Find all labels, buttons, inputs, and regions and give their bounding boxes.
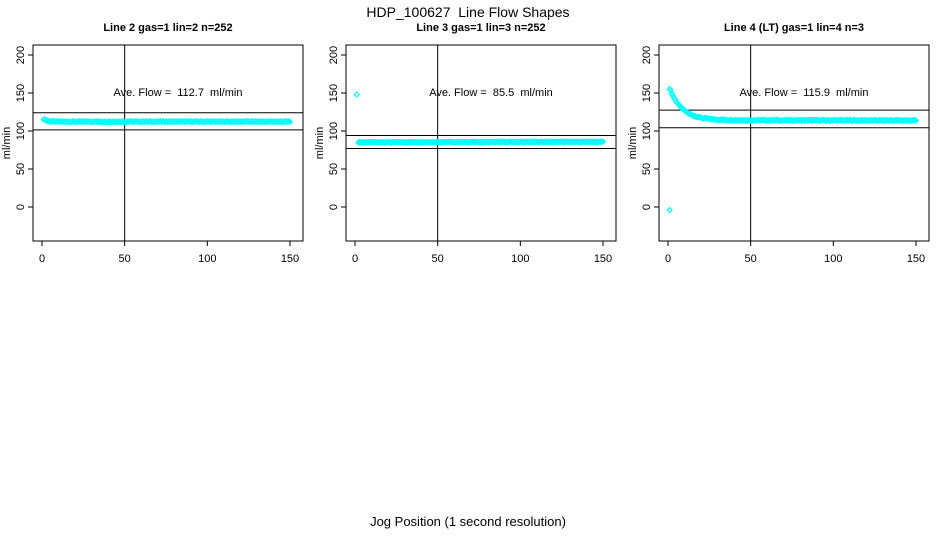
y-axis-tick-label: 0 [15, 204, 27, 210]
plot-box [658, 44, 930, 242]
y-axis-label: ml/min [1, 127, 13, 159]
panel-title: Line 2 gas=1 lin=2 n=252 [103, 22, 233, 34]
y-axis-tick-label: 50 [641, 163, 653, 175]
panel-line-4: Line 4 (LT) gas=1 lin=4 n=3 Ave. Flow = … [626, 20, 936, 273]
y-axis-label: ml/min [627, 127, 639, 159]
y-axis-tick-label: 100 [15, 122, 27, 140]
plot-area: 0 50 100 150 0 50 100 150 200 ml/min [314, 44, 617, 265]
x-axis-tick-label: 100 [511, 253, 529, 265]
x-axis-tick-label: 100 [198, 253, 216, 265]
panel-title: Line 3 gas=1 lin=3 n=252 [416, 22, 546, 34]
ave-flow-annotation: Ave. Flow = 112.7 ml/min [113, 87, 243, 99]
plot-box [345, 44, 617, 242]
y-axis-tick-label: 150 [328, 84, 340, 102]
plot-area: 0 50 100 150 0 50 100 150 200 ml/min [1, 44, 304, 265]
ave-flow-annotation: Ave. Flow = 85.5 ml/min [429, 87, 553, 99]
y-axis-tick-label: 200 [641, 46, 653, 64]
y-axis-tick-label: 0 [641, 204, 653, 210]
x-axis-tick-label: 150 [907, 253, 925, 265]
panel-line-3: Line 3 gas=1 lin=3 n=252 Ave. Flow = 85.… [313, 20, 626, 273]
ave-flow-annotation: Ave. Flow = 115.9 ml/min [739, 87, 869, 99]
y-axis-tick-label: 200 [15, 46, 27, 64]
x-axis-label: Jog Position (1 second resolution) [370, 514, 566, 529]
x-axis-tick-label: 0 [352, 253, 358, 265]
flow-data-points [40, 115, 294, 126]
plot-area: 0 50 100 150 0 50 100 150 200 ml/min [627, 44, 930, 265]
y-axis-tick-label: 100 [641, 122, 653, 140]
flow-data-points [353, 91, 607, 146]
y-axis-tick-label: 100 [328, 122, 340, 140]
flow-data-points [666, 85, 920, 214]
y-axis-tick-label: 50 [328, 163, 340, 175]
x-axis-tick-label: 150 [594, 253, 612, 265]
x-axis-tick-label: 50 [432, 253, 444, 265]
y-axis-tick-label: 150 [15, 84, 27, 102]
figure-title: HDP_100627 Line Flow Shapes [366, 4, 570, 20]
plot-box [32, 44, 304, 242]
x-axis-tick-label: 150 [281, 253, 299, 265]
y-axis-tick-label: 150 [641, 84, 653, 102]
x-axis-tick-label: 100 [824, 253, 842, 265]
y-axis-tick-label: 200 [328, 46, 340, 64]
y-axis-label: ml/min [314, 127, 326, 159]
x-axis-tick-label: 50 [119, 253, 131, 265]
x-axis-tick-label: 0 [665, 253, 671, 265]
x-axis-tick-label: 50 [745, 253, 757, 265]
y-axis-tick-label: 0 [328, 204, 340, 210]
panel-title: Line 4 (LT) gas=1 lin=4 n=3 [723, 22, 865, 34]
x-axis-tick-label: 0 [39, 253, 45, 265]
y-axis-tick-label: 50 [15, 163, 27, 175]
panel-line-2: Line 2 gas=1 lin=2 n=252 Ave. Flow = 112… [0, 20, 313, 273]
